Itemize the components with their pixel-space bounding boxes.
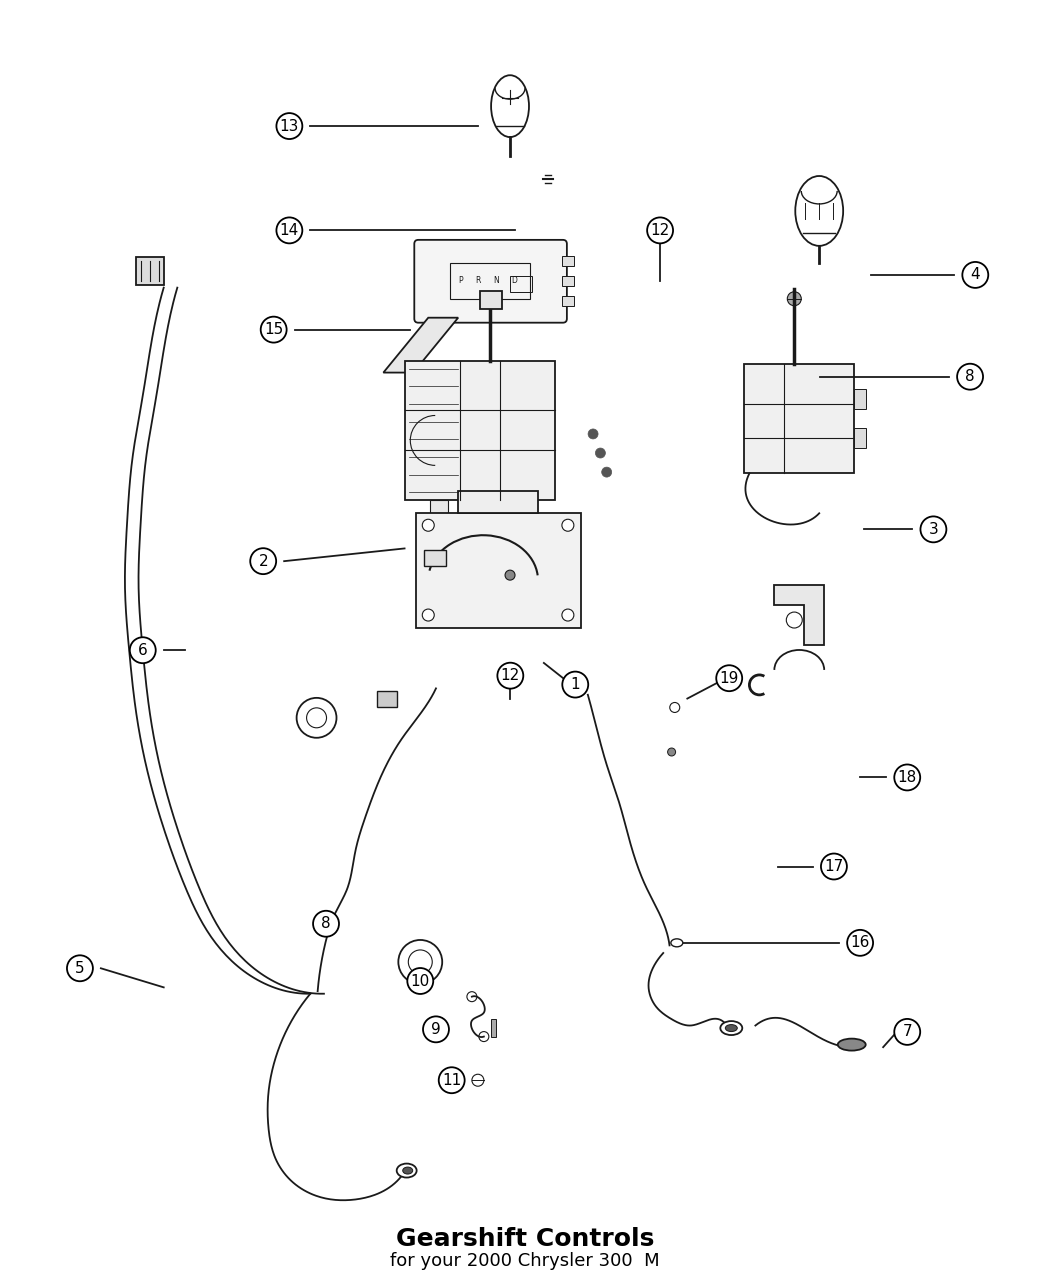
Text: 9: 9 [432, 1021, 441, 1037]
Text: 18: 18 [898, 770, 917, 785]
Text: 11: 11 [442, 1072, 461, 1088]
Bar [136, 256, 164, 284]
Circle shape [895, 765, 920, 790]
Bar [744, 363, 854, 473]
Polygon shape [383, 317, 458, 372]
Bar [430, 500, 448, 525]
Ellipse shape [403, 1167, 413, 1174]
Circle shape [276, 218, 302, 244]
Text: 1: 1 [570, 677, 580, 692]
Bar [491, 1019, 497, 1037]
Circle shape [588, 428, 598, 439]
Text: R: R [476, 277, 481, 286]
Circle shape [562, 519, 574, 532]
Ellipse shape [795, 176, 843, 246]
Circle shape [423, 1016, 449, 1043]
Text: 15: 15 [264, 323, 284, 337]
Ellipse shape [838, 1039, 865, 1051]
Circle shape [562, 609, 574, 621]
Text: 17: 17 [824, 859, 843, 873]
Text: 13: 13 [279, 119, 299, 134]
FancyBboxPatch shape [415, 240, 567, 323]
Circle shape [847, 929, 874, 956]
Circle shape [602, 467, 612, 477]
Text: 16: 16 [850, 936, 869, 950]
Text: Gearshift Controls: Gearshift Controls [396, 1227, 654, 1251]
Circle shape [716, 666, 742, 691]
Text: N: N [494, 277, 499, 286]
Circle shape [595, 448, 606, 458]
Text: 4: 4 [970, 268, 980, 283]
Circle shape [130, 638, 155, 663]
Circle shape [67, 955, 92, 982]
Circle shape [958, 363, 983, 390]
Bar [480, 291, 502, 309]
Bar [416, 514, 581, 629]
Circle shape [895, 1019, 920, 1044]
Circle shape [250, 548, 276, 574]
Circle shape [498, 663, 523, 688]
Circle shape [563, 672, 588, 697]
Circle shape [921, 516, 946, 542]
Bar [450, 263, 530, 298]
Text: 3: 3 [928, 521, 939, 537]
Ellipse shape [726, 1025, 737, 1031]
Text: 2: 2 [258, 553, 268, 569]
Polygon shape [774, 585, 824, 645]
Circle shape [788, 292, 801, 306]
Bar [562, 296, 574, 306]
Circle shape [821, 853, 847, 880]
Text: 10: 10 [411, 974, 429, 988]
Bar [562, 275, 574, 286]
Bar [854, 389, 866, 408]
Circle shape [260, 316, 287, 343]
Circle shape [786, 612, 802, 629]
Text: 8: 8 [321, 917, 331, 931]
Circle shape [422, 519, 435, 532]
Text: 19: 19 [719, 671, 739, 686]
Bar [458, 491, 538, 514]
Circle shape [963, 261, 988, 288]
Circle shape [670, 703, 679, 713]
Bar [424, 551, 446, 566]
Text: 6: 6 [138, 643, 148, 658]
Circle shape [422, 609, 435, 621]
Text: D: D [511, 277, 517, 286]
Circle shape [407, 968, 434, 994]
Text: 7: 7 [902, 1024, 912, 1039]
Bar [510, 500, 528, 525]
Bar [405, 361, 554, 500]
Bar [377, 691, 397, 706]
Circle shape [313, 910, 339, 937]
Bar [562, 256, 574, 265]
Text: P: P [458, 277, 462, 286]
Circle shape [668, 748, 675, 756]
Circle shape [647, 218, 673, 244]
Bar [470, 500, 488, 525]
Text: 12: 12 [650, 223, 670, 238]
Ellipse shape [397, 1164, 417, 1178]
Bar [510, 275, 532, 292]
Ellipse shape [671, 938, 682, 947]
Circle shape [505, 570, 516, 580]
Ellipse shape [491, 75, 529, 138]
Bar [854, 428, 866, 449]
Circle shape [654, 219, 665, 230]
Ellipse shape [720, 1021, 742, 1035]
Text: for your 2000 Chrysler 300  M: for your 2000 Chrysler 300 M [391, 1252, 659, 1270]
Text: 8: 8 [965, 370, 974, 384]
Text: 5: 5 [76, 961, 85, 975]
Text: 14: 14 [279, 223, 299, 238]
Circle shape [439, 1067, 465, 1093]
Circle shape [276, 113, 302, 139]
Text: 12: 12 [501, 668, 520, 683]
